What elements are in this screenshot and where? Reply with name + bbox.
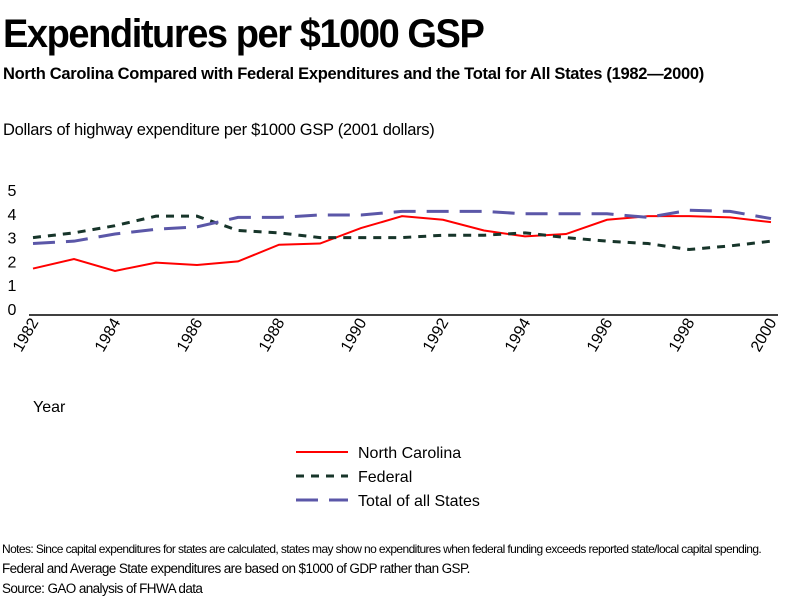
y-tick-label: 1 (8, 278, 17, 295)
x-tick-label: 1988 (256, 315, 289, 354)
legend-label: Federal (358, 469, 412, 486)
series-line (32, 215, 772, 272)
legend-label: Total of all States (358, 493, 480, 510)
x-axis-label: Year (33, 399, 66, 416)
x-tick-label: 1990 (338, 315, 371, 354)
y-tick-label: 3 (8, 231, 17, 248)
note-line: Notes: Since capital expenditures for st… (2, 542, 762, 556)
y-tick-label: 2 (8, 254, 17, 271)
x-tick-label: 1982 (10, 315, 43, 354)
x-tick-label: 1996 (584, 315, 617, 354)
y-axis-label: Dollars of highway expenditure per $1000… (3, 121, 435, 139)
x-tick-label: 2000 (748, 315, 781, 354)
x-tick-label: 1984 (92, 315, 125, 354)
x-tick-label: 1992 (420, 315, 453, 354)
x-tick-label: 1986 (174, 315, 207, 354)
series-line (32, 214, 772, 252)
x-tick-label: 1998 (666, 315, 699, 354)
x-tick-label: 1994 (502, 315, 535, 354)
source-line: Source: GAO analysis of FHWA data (2, 581, 203, 596)
chart-subtitle: North Carolina Compared with Federal Exp… (3, 65, 704, 83)
y-tick-label: 0 (8, 302, 17, 319)
y-tick-label: 4 (8, 207, 17, 224)
series-line (32, 208, 772, 246)
legend-label: North Carolina (358, 445, 461, 462)
y-tick-label: 5 (8, 183, 17, 200)
chart-title: Expenditures per $1000 GSP (3, 12, 485, 56)
note-line: Federal and Average State expenditures a… (2, 561, 470, 576)
